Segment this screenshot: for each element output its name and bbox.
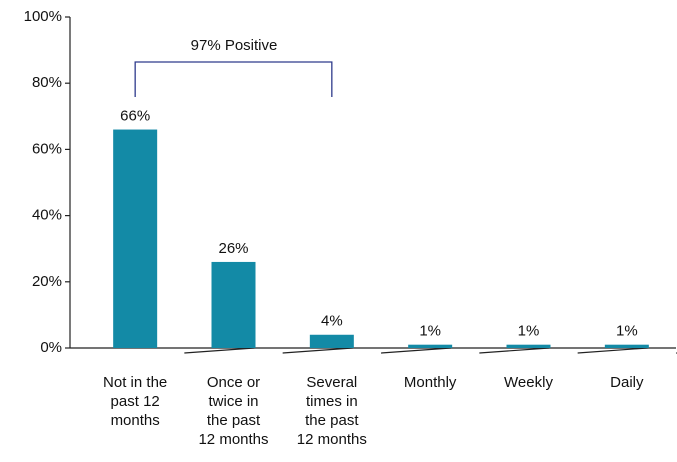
bar	[506, 344, 551, 348]
y-tick-label: 100%	[24, 8, 62, 25]
value-label: 26%	[218, 240, 248, 257]
bar	[113, 129, 158, 348]
x-tick	[282, 347, 353, 354]
value-label: 66%	[120, 108, 150, 125]
x-tick-label: Daily	[610, 374, 644, 391]
x-tick-label: Monthly	[404, 374, 457, 391]
x-tick	[380, 347, 452, 354]
value-label: 1%	[616, 323, 638, 340]
bar	[211, 261, 256, 348]
x-tick	[479, 347, 550, 354]
bar	[604, 344, 649, 348]
x-tick-label: Several times in the past 12 months	[297, 374, 367, 448]
x-tick-label: Once or twice in the past 12 months	[198, 374, 268, 448]
y-tick-label: 60%	[32, 140, 62, 157]
annotation-bracket	[134, 61, 333, 97]
x-tick	[184, 347, 255, 354]
y-tick-label: 80%	[32, 74, 62, 91]
x-tick	[577, 347, 648, 354]
x-tick-label: Weekly	[504, 374, 553, 391]
value-label: 1%	[419, 323, 441, 340]
value-label: 4%	[321, 313, 343, 330]
annotation: 97% Positive	[191, 37, 278, 54]
bar	[309, 334, 354, 348]
y-tick-label: 20%	[32, 273, 62, 290]
y-tick-label: 0%	[40, 339, 62, 356]
value-label: 1%	[518, 323, 540, 340]
x-tick-label: Not in the past 12 months	[103, 374, 167, 429]
y-tick-label: 40%	[32, 207, 62, 224]
bar	[408, 344, 453, 348]
